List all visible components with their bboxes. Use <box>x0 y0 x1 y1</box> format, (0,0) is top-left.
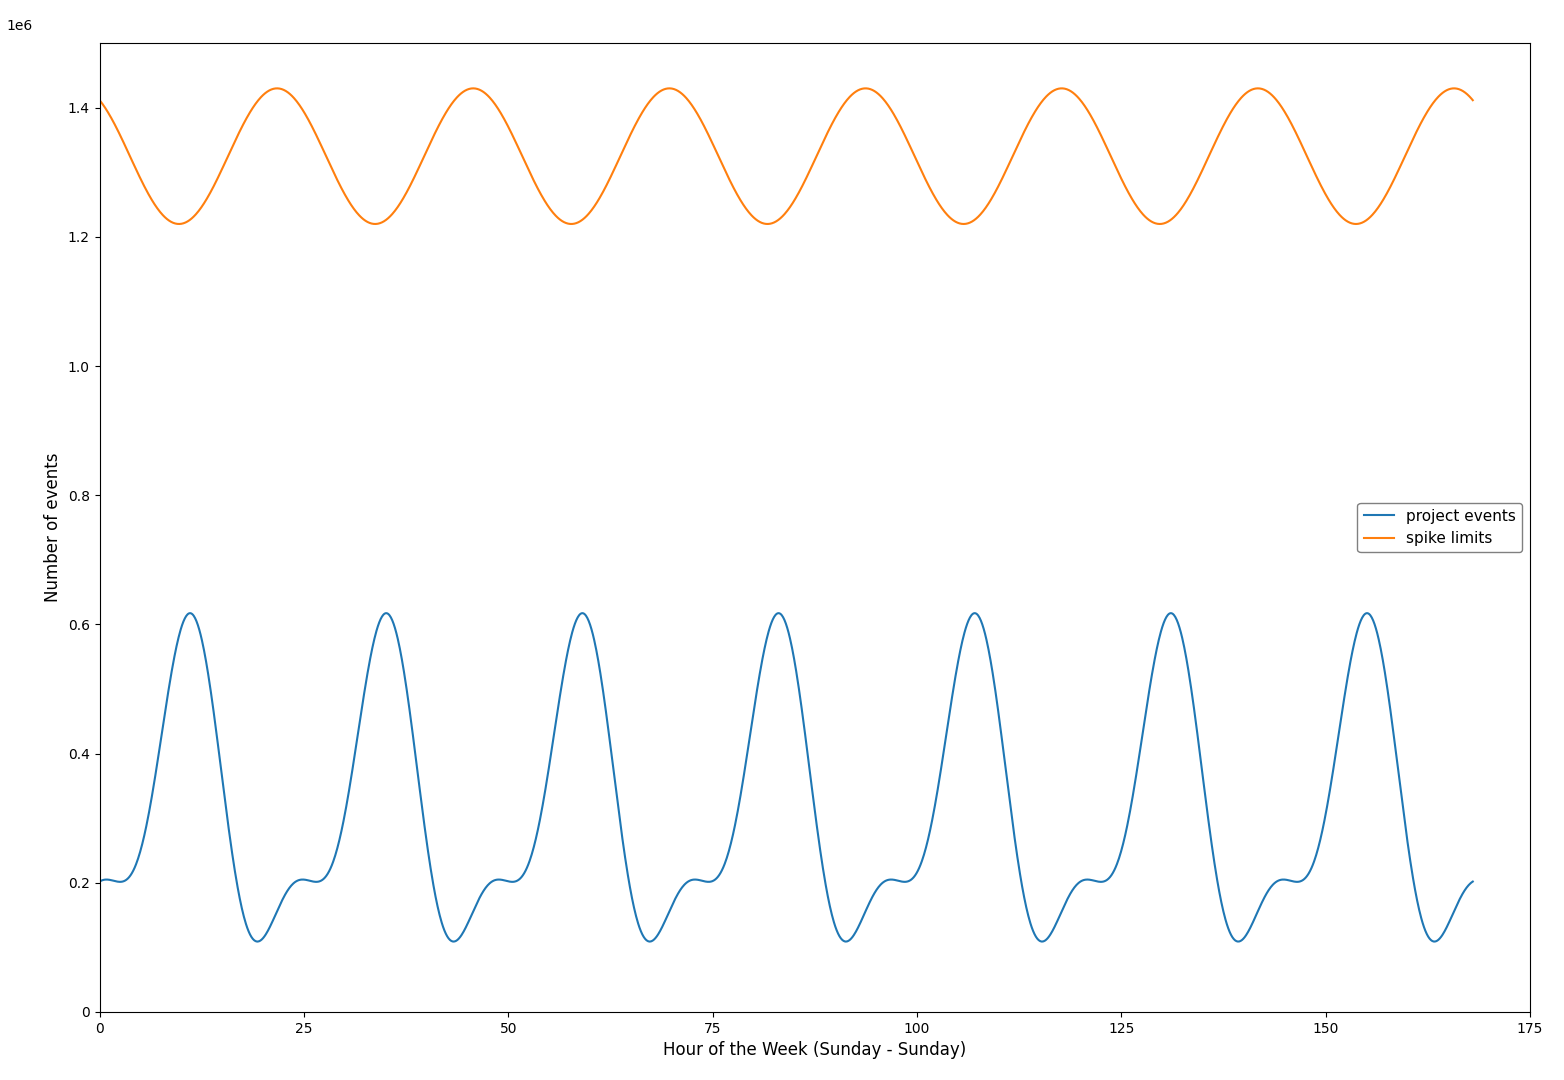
Legend: project events, spike limits: project events, spike limits <box>1358 502 1522 553</box>
Y-axis label: Number of events: Number of events <box>44 453 63 603</box>
project events <box>1425 935 1444 948</box>
Line: spike limits: spike limits <box>100 89 1473 224</box>
project events <box>1425 935 1444 948</box>
spike limits <box>1347 217 1365 230</box>
spike limits <box>160 215 178 228</box>
Line: project events: project events <box>100 613 1473 942</box>
spike limits <box>1425 95 1444 108</box>
spike limits <box>1464 94 1483 107</box>
X-axis label: Hour of the Week (Sunday - Sunday): Hour of the Week (Sunday - Sunday) <box>663 1041 967 1059</box>
project events <box>160 676 178 689</box>
spike limits <box>1425 96 1444 109</box>
Text: 1e6: 1e6 <box>6 19 33 33</box>
spike limits <box>856 82 874 95</box>
project events <box>759 630 777 643</box>
project events <box>91 875 109 888</box>
project events <box>965 607 984 620</box>
project events <box>721 837 740 850</box>
spike limits <box>91 94 109 107</box>
spike limits <box>721 176 740 189</box>
spike limits <box>1171 202 1190 215</box>
project events <box>1032 935 1051 948</box>
spike limits <box>759 217 777 230</box>
project events <box>1464 875 1483 888</box>
project events <box>1173 632 1192 645</box>
